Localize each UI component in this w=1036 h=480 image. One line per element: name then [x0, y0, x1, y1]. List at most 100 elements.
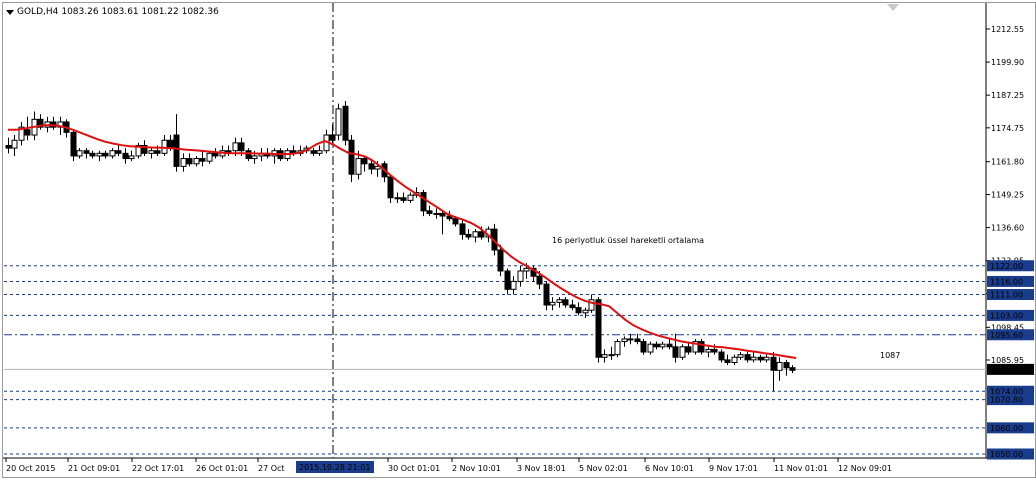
candle — [206, 150, 213, 164]
level-label: 1050.00 — [990, 450, 1023, 459]
x-tick-label: 26 Oct 01:01 — [196, 464, 248, 473]
candle — [11, 135, 18, 156]
candle — [115, 145, 122, 156]
candle-body-down — [543, 283, 550, 306]
candle — [556, 297, 563, 308]
candle — [407, 192, 414, 204]
candles — [5, 101, 796, 392]
collapse-triangle-icon[interactable] — [6, 9, 14, 15]
y-tick-label: 1149.25 — [991, 191, 1024, 200]
candle — [394, 192, 401, 204]
candle — [37, 114, 44, 130]
candle — [770, 352, 777, 392]
level-label: 1070.80 — [990, 396, 1023, 405]
candle — [76, 148, 83, 159]
candle-body-up — [109, 150, 116, 157]
y-tick-label: 1199.90 — [991, 58, 1024, 67]
candle-body-down — [653, 343, 660, 348]
candle-body-down — [245, 150, 252, 160]
candle — [387, 174, 394, 204]
candle — [199, 150, 206, 167]
candle — [186, 153, 193, 167]
candle-body-down — [348, 139, 355, 175]
x-tick-label: 27 Oct — [258, 464, 285, 473]
level-label: 1111.00 — [990, 291, 1023, 300]
candle-body-up — [232, 142, 239, 152]
level-label: 1095.60 — [990, 331, 1023, 340]
candle — [446, 210, 453, 222]
candle — [50, 116, 57, 130]
candle — [569, 299, 576, 311]
x-tick-label: 6 Nov 10:01 — [645, 464, 694, 473]
candle — [685, 341, 692, 355]
chart-shift-marker-icon[interactable] — [887, 4, 899, 11]
candle — [335, 103, 342, 141]
candle — [640, 338, 647, 355]
candle-body-up — [731, 356, 738, 363]
candle-body-up — [193, 158, 200, 165]
candle-body-down — [497, 249, 504, 272]
level-label: 1116.00 — [990, 277, 1023, 286]
candle-body-up — [692, 341, 699, 353]
level-label-bg — [987, 289, 1034, 301]
candle-body-up — [601, 354, 608, 358]
candle — [342, 101, 349, 146]
horizontal-levels — [4, 265, 986, 455]
x-tick-label: 20 Oct 2015 — [6, 464, 55, 473]
candle-body-down — [666, 343, 673, 348]
candle — [737, 352, 744, 360]
candle-body-up — [763, 356, 770, 361]
cursor-time-label: 2015.10.28 21:01 — [299, 463, 370, 472]
candle-body-up — [621, 338, 628, 343]
candle-body-down — [634, 338, 641, 343]
candle-body-down — [400, 197, 407, 201]
candle-body-up — [776, 361, 783, 371]
candle-body-down — [672, 346, 679, 358]
candle — [245, 148, 252, 162]
annotations: 16 periyotluk üssel hareketli ortalama 1… — [552, 236, 900, 360]
candle — [70, 129, 77, 162]
candle-body-up — [647, 343, 654, 353]
candle — [672, 333, 679, 363]
candle-body-down — [70, 131, 77, 157]
candle — [212, 148, 219, 159]
candle-body-up — [659, 343, 666, 348]
candle-body-down — [310, 150, 317, 154]
x-tick-label: 11 Nov 01:01 — [774, 464, 828, 473]
candle — [329, 124, 336, 143]
candle — [310, 148, 317, 156]
candle-body-down — [718, 351, 725, 361]
candle-body-down — [478, 231, 485, 238]
candle-body-up — [608, 354, 615, 357]
candle — [698, 338, 705, 355]
level-label-bg — [987, 260, 1034, 272]
candle — [763, 354, 770, 363]
candle-body-down — [426, 210, 433, 214]
candle-body-up — [556, 299, 563, 303]
candle-body-down — [562, 299, 569, 306]
candle — [562, 297, 569, 308]
candle-body-down — [5, 144, 12, 149]
candle — [348, 135, 355, 183]
candle-body-down — [102, 152, 109, 157]
candle — [783, 359, 790, 376]
candle-body-down — [141, 144, 148, 154]
candle — [666, 338, 673, 350]
candle-body-up — [180, 158, 187, 167]
current-price-label-bg — [987, 363, 1034, 375]
candle-body-down — [342, 105, 349, 141]
candle-body-up — [355, 158, 362, 175]
candle-body-up — [737, 354, 744, 358]
candle — [89, 150, 96, 159]
level-label-bg — [987, 309, 1034, 321]
y-tick-label: 1187.25 — [991, 91, 1024, 100]
candle — [18, 121, 25, 146]
candle — [420, 189, 427, 217]
candle-body-up — [161, 139, 168, 154]
candle — [83, 148, 90, 159]
moving-average — [8, 124, 797, 359]
candle-body-up — [128, 155, 135, 160]
level-label-bg — [987, 275, 1034, 287]
